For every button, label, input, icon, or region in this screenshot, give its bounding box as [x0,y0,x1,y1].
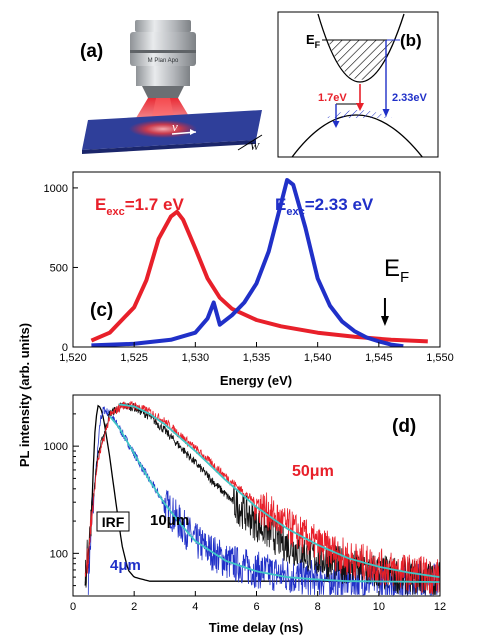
panel-d-xtick-label: 12 [434,601,446,613]
panel-c-xtick-label: 1,540 [304,352,332,364]
width-indicator-line [237,134,263,151]
panel-d-fit-1 [109,415,440,583]
panel-c-series-1 [91,178,404,347]
panel-d: 0 2 4 6 8 10 12 100 1000 Time delay (ns) 50μm 10… [44,394,446,635]
panel-c-xtick-label: 1,535 [243,352,271,364]
panel-b-frame [277,11,439,158]
velocity-label: v [172,119,178,134]
panel-b: EF 1.7eV 2.33eV (b) [277,11,439,158]
label-2.33ev: 2.33eV [392,92,428,104]
panel-d-series-3 [84,400,440,595]
panel-d-xlabel: Time delay (ns) [209,620,303,635]
fermi-arrow-c [380,298,389,326]
irf-box [96,511,130,532]
panel-d-xtick-label: 4 [192,601,198,613]
panel-d-plot-area [84,400,440,596]
label-exc-2.33: Eexc=2.33 eV [275,195,374,218]
panel-c-ticks: 1,520 1,525 1,530 1,535 1,540 1,545 1,550 0 500 1… [44,183,454,364]
panel-c: 1,520 1,525 1,530 1,535 1,540 1,545 1,550 0 500 1… [44,171,454,388]
objective-tip [142,86,184,98]
panel-d-xtick-label: 6 [253,601,259,613]
panel-c-xtick-label: 1,520 [59,352,87,364]
panel-c-xtick-label: 1,525 [120,352,148,364]
panel-b-label: (b) [400,31,422,50]
panel-d-series-1 [87,406,440,596]
fermi-label-c: EF [384,255,409,286]
fermi-arrow-head [380,316,389,326]
panel-d-fit-0 [118,403,440,578]
panel-c-xtick-label: 1,530 [182,352,210,364]
panel-d-xtick-label: 10 [373,601,385,613]
panel-c-xlabel: Energy (eV) [220,373,292,388]
panel-a: M Plan Apo v W (a) [68,20,273,160]
panel-c-ytick-label: 500 [50,262,68,274]
panel-d-ytick-label: 1000 [44,441,68,453]
objective-top-ring [135,20,191,32]
label-10um: 10μm [150,512,189,529]
label-irf: IRF [102,514,125,530]
panel-c-plot-area [90,178,428,347]
label-1.7ev: 1.7eV [318,92,347,104]
panel-c-ytick-label: 1000 [44,183,68,195]
objective-lower-body [136,66,190,86]
panel-d-xtick-label: 2 [131,601,137,613]
panel-d-ticks: 0 2 4 6 8 10 12 100 1000 [44,413,446,613]
panel-d-xtick-label: 0 [70,601,76,613]
fermi-label-b: EF [306,32,321,50]
laser-spot [129,120,197,138]
panel-c-series-0 [90,209,428,344]
shared-ylabel: PL intensity (arb. units) [17,323,32,467]
label-4um: 4μm [110,557,141,574]
panel-c-xtick-label: 1,545 [365,352,393,364]
panel-d-label: (d) [392,416,416,437]
objective-body [130,32,196,66]
label-exc-1.7: Eexc=1.7 eV [95,195,184,218]
valence-hole-region [326,110,392,118]
objective-label: M Plan Apo [148,58,179,64]
panel-d-xtick-label: 8 [315,601,321,613]
conduction-band [317,13,405,83]
panel-c-ytick-label: 0 [62,342,68,354]
label-50um: 50μm [292,463,334,480]
filled-conduction-states [328,40,393,80]
panel-d-ytick-label: 100 [50,548,68,560]
panel-c-xtick-label: 1,550 [426,352,454,364]
panel-c-label: (c) [90,300,113,321]
panel-a-label: (a) [80,41,103,62]
velocity-arrow-head [190,129,196,135]
width-label: W [250,141,260,153]
